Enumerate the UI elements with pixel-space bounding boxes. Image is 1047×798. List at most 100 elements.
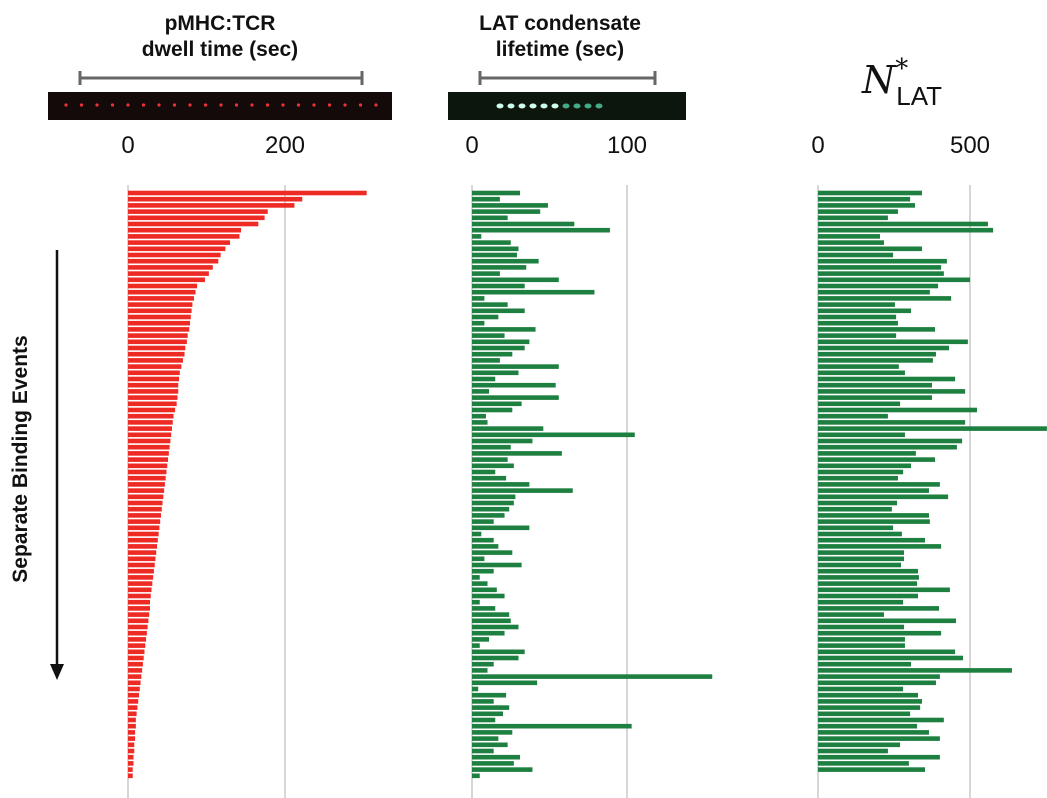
bar — [128, 687, 140, 692]
title-line: lifetime (sec) — [496, 38, 624, 61]
bar — [128, 209, 268, 214]
bar — [472, 612, 509, 617]
image-dot — [80, 103, 83, 106]
bar — [128, 271, 209, 276]
bar — [818, 532, 902, 537]
bar — [818, 364, 899, 369]
bar — [128, 650, 144, 655]
x-tick-label: 500 — [950, 132, 990, 159]
bar — [472, 674, 712, 679]
image-dot — [219, 103, 222, 106]
bar — [128, 526, 159, 531]
bar — [818, 470, 903, 475]
bar — [128, 234, 239, 239]
image-dot — [266, 103, 269, 106]
bar — [818, 526, 893, 531]
bar — [128, 439, 170, 444]
bar — [472, 451, 562, 456]
bar — [128, 712, 137, 717]
bar — [128, 612, 149, 617]
bar — [128, 594, 151, 599]
bar — [818, 358, 933, 363]
image-dot — [64, 103, 67, 106]
image-dot — [508, 104, 515, 109]
bar — [128, 532, 159, 537]
bar — [472, 650, 525, 655]
bar — [472, 315, 498, 320]
bar — [818, 284, 938, 289]
chart-title: LAT condensatelifetime (sec) — [479, 12, 641, 61]
bar — [128, 420, 173, 425]
bar — [128, 637, 146, 642]
bar — [818, 445, 957, 450]
bar — [818, 420, 965, 425]
bar — [128, 433, 171, 438]
bar — [818, 544, 941, 549]
bar — [128, 457, 168, 462]
image-dot — [497, 104, 504, 109]
bar — [472, 352, 512, 357]
bar — [818, 538, 925, 543]
bar — [128, 476, 166, 481]
bar — [818, 724, 917, 729]
bar — [128, 606, 150, 611]
bar — [128, 705, 137, 710]
bar — [128, 625, 148, 630]
bar — [818, 519, 930, 524]
bar — [128, 588, 152, 593]
bar — [818, 482, 940, 487]
bar — [818, 414, 888, 419]
bar — [128, 464, 167, 469]
image-dot — [126, 103, 129, 106]
bar — [818, 259, 947, 264]
bar — [818, 767, 925, 772]
bar — [818, 699, 922, 704]
bar — [128, 501, 163, 506]
bar — [128, 724, 136, 729]
bar — [818, 681, 936, 686]
bar — [818, 457, 935, 462]
bar — [472, 532, 481, 537]
bar — [472, 681, 537, 686]
bar — [818, 265, 941, 270]
bar — [472, 588, 497, 593]
bar — [818, 600, 903, 605]
bar — [128, 321, 190, 326]
bar — [818, 749, 888, 754]
bar — [472, 774, 480, 779]
bar — [128, 550, 156, 555]
bar — [128, 507, 162, 512]
bar — [128, 643, 145, 648]
bar — [472, 445, 511, 450]
chart-title: N*LAT — [861, 54, 942, 111]
bar — [128, 247, 225, 252]
bar — [128, 408, 175, 413]
bar — [128, 470, 166, 475]
bar — [128, 228, 241, 233]
bar — [818, 625, 904, 630]
bar — [128, 278, 205, 283]
bar — [128, 364, 181, 369]
bar — [128, 482, 165, 487]
bar — [472, 278, 559, 283]
bar — [472, 414, 486, 419]
bar — [818, 309, 911, 314]
bar — [472, 358, 500, 363]
bar — [128, 736, 135, 741]
bar — [128, 346, 185, 351]
bar — [128, 544, 157, 549]
bar — [818, 712, 910, 717]
bar — [472, 705, 509, 710]
bar — [472, 687, 478, 692]
bar — [818, 668, 1012, 673]
bar — [128, 668, 142, 673]
bar — [818, 315, 896, 320]
bar — [472, 619, 511, 624]
image-dot — [343, 103, 346, 106]
image-dot — [563, 104, 570, 109]
bar — [128, 451, 169, 456]
title-main: N — [861, 58, 897, 102]
bar — [128, 296, 194, 301]
arrow-head — [50, 664, 64, 680]
bar — [818, 321, 898, 326]
